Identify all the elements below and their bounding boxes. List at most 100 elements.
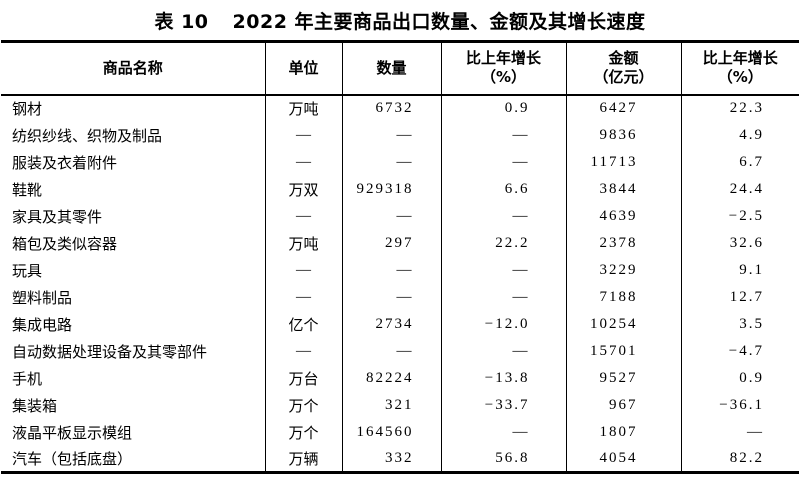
col-header-commodity-label: 商品名称	[102, 58, 163, 77]
quantity-cell: 82224	[342, 364, 442, 392]
quantity-cell: 2734	[342, 310, 442, 338]
unit-cell: 亿个	[265, 310, 343, 338]
value-cell: 4054	[566, 445, 682, 473]
commodity-name-cell: 塑料制品	[1, 283, 266, 311]
value-growth-cell: 12.7	[729, 288, 764, 305]
unit-cell: 万吨	[265, 94, 343, 122]
value-cell: 6427	[566, 94, 682, 122]
quantity-growth-cell: 22.2	[441, 229, 567, 257]
commodity-name-cell: 家具及其零件	[1, 202, 266, 230]
unit-cell: —	[265, 202, 343, 230]
value-cell: 967	[566, 391, 682, 419]
quantity-growth-cell: —	[441, 202, 567, 230]
col-header-value-growth-unit: （%）	[717, 68, 763, 87]
quantity-growth-cell: −33.7	[441, 391, 567, 419]
col-header-quantity-growth-label: 比上年增长	[465, 49, 541, 68]
value-growth-cell: 4.9	[739, 126, 764, 143]
table-title: 表 10 2022 年主要商品出口数量、金额及其增长速度	[0, 0, 800, 34]
value-growth-cell: 32.6	[729, 234, 764, 251]
value-cell: 9836	[566, 121, 682, 149]
commodity-name-cell: 钢材	[1, 94, 266, 122]
table-row: 纺织纱线、织物及制品 — — —9836 4.9	[1, 121, 799, 149]
col-header-unit-label: 单位	[288, 58, 319, 77]
value-cell: 4639	[566, 202, 682, 230]
quantity-cell: 297	[342, 229, 442, 257]
quantity-growth-cell: —	[441, 148, 567, 176]
value-growth-cell: −4.7	[728, 342, 764, 359]
value-growth-cell: 22.3	[729, 100, 764, 116]
table-row: 玩具 — — —3229 9.1	[1, 256, 799, 284]
col-header-quantity-label: 数量	[376, 58, 407, 77]
col-header-value-growth: 比上年增长 （%）	[681, 41, 799, 96]
value-growth-cell: 24.4	[729, 180, 764, 197]
header-row: 商品名称 单位 数量 比上年增长 （%） 金额 （亿元） 比上年增长	[1, 41, 799, 96]
table-number: 表 10	[154, 11, 209, 33]
value-cell: 3844	[566, 175, 682, 203]
col-header-unit: 单位	[265, 41, 343, 96]
unit-cell: —	[265, 283, 343, 311]
value-growth-cell: —	[747, 423, 764, 440]
commodity-name-cell: 集装箱	[1, 391, 266, 419]
quantity-cell: —	[342, 337, 442, 365]
table-row: 自动数据处理设备及其零部件 — — —15701 −4.7	[1, 337, 799, 365]
table-row: 钢材 万吨 6732 0.9 6427 22.3	[1, 94, 799, 122]
quantity-growth-cell: —	[441, 256, 567, 284]
commodity-name-cell: 鞋靴	[1, 175, 266, 203]
quantity-cell: 929318	[342, 175, 442, 203]
export-commodities-table: 商品名称 单位 数量 比上年增长 （%） 金额 （亿元） 比上年增长	[1, 40, 799, 474]
quantity-cell: 332	[342, 445, 442, 473]
col-header-value-growth-label: 比上年增长	[702, 49, 778, 68]
quantity-cell: —	[342, 283, 442, 311]
table-row: 集装箱 万个 321 −33.7 967 −36.1	[1, 391, 799, 419]
commodity-name-cell: 箱包及类似容器	[1, 229, 266, 257]
value-growth-cell: −2.5	[728, 207, 764, 224]
quantity-growth-cell: 56.8	[441, 445, 567, 473]
quantity-cell: —	[342, 148, 442, 176]
table-row: 家具及其零件 — — —4639 −2.5	[1, 202, 799, 230]
value-cell: 7188	[566, 283, 682, 311]
col-header-quantity-growth-unit: （%）	[480, 68, 527, 87]
quantity-cell: —	[342, 202, 442, 230]
unit-cell: 万个	[265, 391, 343, 419]
table-body: 钢材 万吨 6732 0.9 6427 22.3 纺织纱线、织物及制品 — — —9836 4.9 服…	[1, 94, 799, 473]
value-cell: 15701	[566, 337, 682, 365]
col-header-quantity-growth: 比上年增长 （%）	[441, 41, 567, 96]
commodity-name-cell: 纺织纱线、织物及制品	[1, 121, 266, 149]
table-row: 汽车（包括底盘） 万辆 332 56.8 4054 82.2	[1, 445, 799, 473]
unit-cell: —	[265, 121, 343, 149]
value-growth-cell: 3.5	[739, 315, 764, 332]
table-row: 服装及衣着附件 — — —11713 6.7	[1, 148, 799, 176]
value-growth-cell: −36.1	[719, 396, 764, 413]
table-title-text: 2022 年主要商品出口数量、金额及其增长速度	[232, 11, 646, 33]
value-cell: 10254	[566, 310, 682, 338]
value-growth-cell: 9.1	[739, 261, 764, 278]
quantity-growth-cell: 0.9	[441, 94, 567, 122]
quantity-growth-cell: —	[441, 337, 567, 365]
table-row: 集成电路 亿个 2734 −12.0 10254 3.5	[1, 310, 799, 338]
table-row: 液晶平板显示模组 万个 164560—1807—	[1, 418, 799, 446]
commodity-name-cell: 服装及衣着附件	[1, 148, 266, 176]
quantity-cell: —	[342, 121, 442, 149]
commodity-name-cell: 汽车（包括底盘）	[1, 445, 266, 473]
unit-cell: 万台	[265, 364, 343, 392]
quantity-growth-cell: —	[441, 418, 567, 446]
commodity-name-cell: 集成电路	[1, 310, 266, 338]
quantity-cell: 164560	[342, 418, 442, 446]
unit-cell: 万辆	[265, 445, 343, 473]
col-header-value-label: 金额	[608, 49, 639, 68]
table-row: 鞋靴 万双 929318 6.6 3844 24.4	[1, 175, 799, 203]
quantity-growth-cell: 6.6	[441, 175, 567, 203]
table-row: 塑料制品 — — —7188 12.7	[1, 283, 799, 311]
quantity-growth-cell: −12.0	[441, 310, 567, 338]
quantity-cell: —	[342, 256, 442, 284]
unit-cell: —	[265, 256, 343, 284]
value-cell: 9527	[566, 364, 682, 392]
value-cell: 3229	[566, 256, 682, 284]
col-header-quantity: 数量	[342, 41, 442, 96]
unit-cell: 万双	[265, 175, 343, 203]
quantity-growth-cell: −13.8	[441, 364, 567, 392]
value-cell: 2378	[566, 229, 682, 257]
value-cell: 11713	[566, 148, 682, 176]
commodity-name-cell: 玩具	[1, 256, 266, 284]
